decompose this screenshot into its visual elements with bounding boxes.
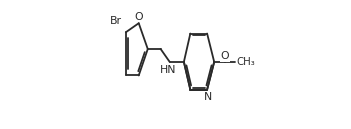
Text: CH₃: CH₃ [237,57,256,67]
Text: HN: HN [159,65,176,75]
Text: N: N [204,92,212,102]
Text: O: O [221,51,230,61]
Text: Br: Br [110,16,122,26]
Text: O: O [134,12,143,22]
